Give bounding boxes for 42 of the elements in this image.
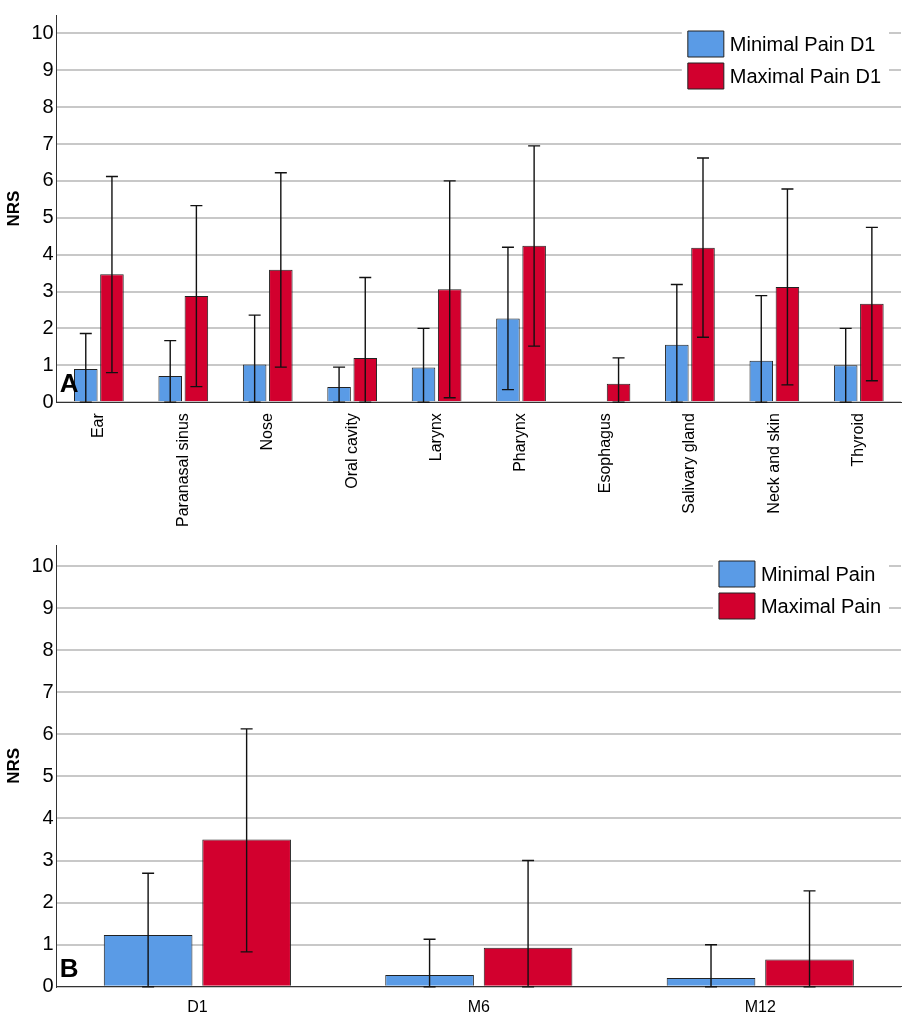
x-tick-label: Neck and skin <box>764 413 782 514</box>
y-tick-label: 5 <box>42 205 54 228</box>
y-tick-label: 9 <box>42 57 54 80</box>
x-tick-label: Oral cavity <box>342 413 360 489</box>
y-tick-label: 10 <box>31 553 54 576</box>
y-tick-label: 7 <box>42 679 54 702</box>
y-tick-label: 0 <box>42 389 54 412</box>
y-tick-label: 8 <box>42 94 54 117</box>
legend-label: Minimal Pain <box>760 562 876 585</box>
y-tick-label: 3 <box>42 848 54 871</box>
y-tick-label: 8 <box>42 637 54 660</box>
y-tick-label: 7 <box>42 131 54 154</box>
legend-label: Maximal Pain D1 <box>729 64 882 87</box>
y-tick-label: 3 <box>42 279 54 302</box>
y-axis-title: NRS <box>3 747 23 784</box>
y-tick-label: 4 <box>42 242 54 265</box>
x-tick-label: M6 <box>467 997 491 1015</box>
y-tick-label: 10 <box>31 20 54 43</box>
x-tick-label: Thyroid <box>849 413 867 467</box>
x-tick-label: Larynx <box>427 413 445 462</box>
x-tick-label: Pharynx <box>511 413 529 472</box>
y-tick-label: 2 <box>42 315 54 338</box>
y-tick-label: 6 <box>42 168 54 191</box>
y-tick-label: 9 <box>42 595 54 618</box>
x-tick-label: Esophagus <box>595 413 613 494</box>
y-tick-label: 2 <box>42 890 54 913</box>
x-tick-label: Nose <box>258 413 276 451</box>
y-tick-label: 1 <box>42 932 54 955</box>
x-tick-label: M12 <box>744 997 776 1015</box>
legend-label: Minimal Pain D1 <box>729 32 876 55</box>
x-tick-label: Paranasal sinus <box>173 413 191 527</box>
y-tick-label: 5 <box>42 763 54 786</box>
y-axis-title: NRS <box>3 190 23 227</box>
y-tick-label: 0 <box>42 974 54 997</box>
y-tick-label: 6 <box>42 721 54 744</box>
x-tick-label: Ear <box>89 412 107 439</box>
y-tick-label: 4 <box>42 806 54 829</box>
x-tick-label: D1 <box>187 997 208 1015</box>
legend-label: Maximal Pain <box>760 594 882 617</box>
y-tick-label: 1 <box>42 352 54 375</box>
x-tick-label: Salivary gland <box>680 413 698 514</box>
annotation: B <box>59 952 79 983</box>
